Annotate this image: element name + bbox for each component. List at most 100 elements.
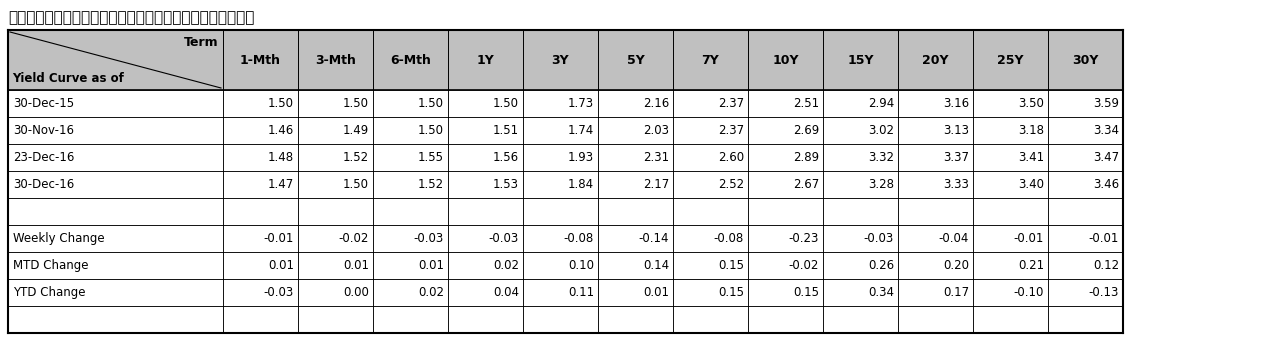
Text: 3.16: 3.16 <box>943 97 969 110</box>
Bar <box>898 252 973 279</box>
Bar <box>298 198 373 225</box>
Bar <box>673 144 748 171</box>
Text: -0.08: -0.08 <box>714 232 744 245</box>
Text: 0.15: 0.15 <box>717 259 744 272</box>
Bar <box>748 30 823 90</box>
Bar <box>448 198 523 225</box>
Bar <box>373 198 448 225</box>
Text: 3.41: 3.41 <box>1018 151 1045 164</box>
Text: 0.01: 0.01 <box>268 259 294 272</box>
Text: 1.50: 1.50 <box>268 97 294 110</box>
Text: 3.50: 3.50 <box>1018 97 1045 110</box>
Bar <box>373 306 448 333</box>
Bar <box>823 252 898 279</box>
Text: 3.33: 3.33 <box>943 178 969 191</box>
Bar <box>823 90 898 117</box>
Bar <box>823 198 898 225</box>
Bar <box>448 30 523 90</box>
Text: 3.59: 3.59 <box>1092 97 1119 110</box>
Bar <box>973 225 1048 252</box>
Bar <box>523 279 597 306</box>
Bar <box>224 30 298 90</box>
Text: 1.48: 1.48 <box>268 151 294 164</box>
Text: 0.02: 0.02 <box>418 286 445 299</box>
Bar <box>673 117 748 144</box>
Bar <box>973 171 1048 198</box>
Bar <box>523 144 597 171</box>
Bar <box>823 144 898 171</box>
Bar <box>973 306 1048 333</box>
Bar <box>673 198 748 225</box>
Text: 0.26: 0.26 <box>868 259 894 272</box>
Text: 30Y: 30Y <box>1072 53 1099 66</box>
Text: 3.28: 3.28 <box>868 178 894 191</box>
Bar <box>8 30 224 90</box>
Text: 2.37: 2.37 <box>717 97 744 110</box>
Text: 3.40: 3.40 <box>1018 178 1045 191</box>
Text: -0.03: -0.03 <box>414 232 445 245</box>
Bar <box>224 279 298 306</box>
Bar <box>898 306 973 333</box>
Text: 7Y: 7Y <box>702 53 720 66</box>
Text: 2.51: 2.51 <box>793 97 818 110</box>
Bar <box>8 90 224 117</box>
Bar <box>8 279 224 306</box>
Bar <box>1048 198 1123 225</box>
Bar <box>224 225 298 252</box>
Bar <box>523 225 597 252</box>
Text: 1.53: 1.53 <box>493 178 519 191</box>
Bar <box>298 90 373 117</box>
Bar <box>673 90 748 117</box>
Text: 1Y: 1Y <box>476 53 494 66</box>
Text: 3.32: 3.32 <box>868 151 894 164</box>
Text: 1.56: 1.56 <box>493 151 519 164</box>
Bar <box>973 279 1048 306</box>
Text: 0.01: 0.01 <box>418 259 445 272</box>
Text: Weekly Change: Weekly Change <box>13 232 105 245</box>
Text: 0.14: 0.14 <box>643 259 669 272</box>
Bar <box>973 90 1048 117</box>
Text: 1.84: 1.84 <box>568 178 594 191</box>
Text: 1.74: 1.74 <box>568 124 594 137</box>
Bar <box>898 171 973 198</box>
Text: 0.00: 0.00 <box>344 286 369 299</box>
Bar <box>1048 144 1123 171</box>
Bar <box>373 30 448 90</box>
Text: 2.89: 2.89 <box>793 151 818 164</box>
Bar <box>748 252 823 279</box>
Text: 0.21: 0.21 <box>1018 259 1045 272</box>
Text: 3-Mth: 3-Mth <box>314 53 356 66</box>
Text: 0.34: 0.34 <box>868 286 894 299</box>
Bar <box>448 225 523 252</box>
Text: 25Y: 25Y <box>998 53 1024 66</box>
Bar <box>673 252 748 279</box>
Text: 1.49: 1.49 <box>342 124 369 137</box>
Bar <box>748 306 823 333</box>
Text: 2.69: 2.69 <box>793 124 818 137</box>
Text: 1.52: 1.52 <box>418 178 445 191</box>
Text: 1.51: 1.51 <box>493 124 519 137</box>
Text: 0.11: 0.11 <box>568 286 594 299</box>
Bar <box>973 198 1048 225</box>
Text: 1.73: 1.73 <box>568 97 594 110</box>
Bar <box>748 144 823 171</box>
Bar <box>523 117 597 144</box>
Text: 3.13: 3.13 <box>943 124 969 137</box>
Bar <box>8 144 224 171</box>
Text: 30-Dec-16: 30-Dec-16 <box>13 178 75 191</box>
Text: -0.04: -0.04 <box>938 232 969 245</box>
Text: -0.08: -0.08 <box>563 232 594 245</box>
Text: -0.01: -0.01 <box>264 232 294 245</box>
Text: 1-Mth: 1-Mth <box>240 53 280 66</box>
Bar <box>8 117 224 144</box>
Text: Term: Term <box>183 36 218 49</box>
Bar <box>597 144 673 171</box>
Bar <box>448 252 523 279</box>
Bar <box>523 90 597 117</box>
Text: 1.47: 1.47 <box>268 178 294 191</box>
Bar <box>448 144 523 171</box>
Bar <box>597 171 673 198</box>
Text: 1.52: 1.52 <box>342 151 369 164</box>
Bar <box>673 225 748 252</box>
Text: 2.03: 2.03 <box>643 124 669 137</box>
